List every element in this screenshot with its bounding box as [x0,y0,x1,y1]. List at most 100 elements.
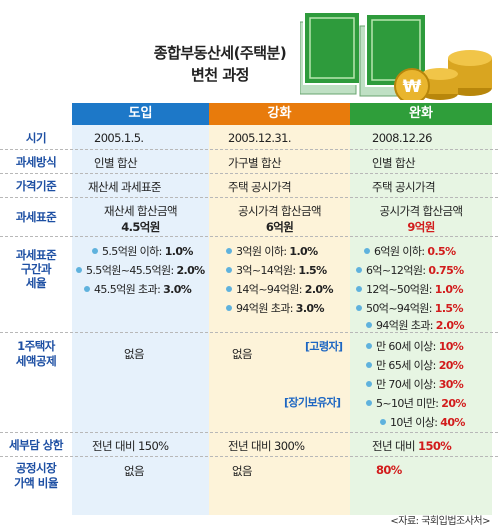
deduction-range: 10년 이상: [390,416,438,429]
deduction-rate: 20% [441,397,466,410]
col3-background [350,103,492,515]
bracket-line: 6억원 이하: 0.5% [364,243,456,259]
bullet-dot-icon [366,381,372,387]
bracket-rate: 0.5% [427,245,456,258]
bullet-dot-icon [380,419,386,425]
row-separator [0,236,498,237]
deduction-rate: 20% [438,359,464,372]
deduction-group-elderly: [고령자] [305,340,343,353]
bracket-rate: 1.0% [289,245,318,258]
bracket-range: 3억원 이하: [236,245,287,258]
ratio-label-line-2: 가액 비율 [14,476,58,490]
bracket-line: 45.5억원 초과: 3.0% [84,281,192,297]
bullet-dot-icon [366,400,372,406]
won-sign-icon: ₩ [403,77,422,97]
deduction-range: 만 60세 이상: [376,340,436,353]
period-strengthen: 2005.12.31. [228,131,292,145]
bracket-rate: 1.0% [164,245,194,258]
bracket-range: 94억원 초과: [376,319,433,332]
standard-relax-basis: 공시가격 합산금액 [379,204,464,218]
brackets-label-line-2: 구간과 [20,262,52,276]
bracket-line: 94억원 초과: 2.0% [366,317,465,333]
bracket-line: 3억원 이하: 1.0% [226,243,318,259]
standard-intro: 재산세 합산금액 4.5억원 [72,203,209,235]
bracket-line: 94억원 초과: 3.0% [226,300,325,316]
row-label-deduction: 1주택자 세액공제 [0,336,72,372]
period-relax: 2008.12.26 [372,131,432,145]
bracket-rate: 1.5% [298,264,327,277]
bracket-range: 50억~94억원: [366,302,432,315]
bracket-rate: 2.0% [176,264,206,277]
bracket-line: 6억~12억원: 0.75% [356,262,464,278]
bullet-dot-icon [226,248,232,254]
bracket-line: 14억~94억원: 2.0% [226,281,334,297]
bracket-rate: 3.0% [295,302,325,315]
column-header-intro: 도입 [72,103,209,125]
col2-background [209,103,350,515]
row-separator [0,456,498,457]
period-intro: 2005.1.5. [94,131,144,145]
bullet-dot-icon [226,305,232,311]
deduction-strengthen: 없음 [232,347,253,361]
row-label-standard: 과세표준 [15,210,57,224]
deduction-label-line-1: 1주택자 [17,339,55,353]
bracket-range: 3억~14억원: [236,264,296,277]
bracket-rate: 0.75% [428,264,464,277]
money-illustration: ₩ [300,11,492,100]
column-header-strengthen: 강화 [209,103,350,125]
bullet-dot-icon [226,286,232,292]
bracket-rate: 3.0% [163,283,192,296]
column-header-relax: 완화 [350,103,492,125]
bracket-range: 6억~12억원: [366,264,426,277]
page-title: 종합부동산세(주택분) 변천 과정 [120,42,320,86]
brackets-label-line-3: 세율 [25,276,47,290]
method-strengthen: 가구별 합산 [228,156,282,170]
title-line-1: 종합부동산세(주택분) [153,44,287,62]
deduction-group-long-term: [장기보유자] [284,396,341,409]
deduction-rate: 10% [438,340,464,353]
bracket-range: 14억~94억원: [236,283,302,296]
title-line-2: 변천 과정 [191,66,249,84]
standard-strengthen-amount: 6억원 [265,220,294,234]
bullet-dot-icon [356,305,362,311]
bracket-rate: 1.0% [434,283,464,296]
standard-relax: 공시가격 합산금액 9억원 [350,203,492,235]
col1-background [72,103,209,515]
bullet-dot-icon [356,267,362,273]
cap-strengthen: 전년 대비 300% [228,439,305,453]
bracket-range: 5.5억원 이하: [102,245,162,258]
standard-strengthen-basis: 공시가격 합산금액 [238,204,322,218]
bullet-dot-icon [366,322,372,328]
ratio-relax: 80% [376,463,402,477]
bracket-rate: 1.5% [434,302,464,315]
price-basis-relax: 주택 공시가격 [372,180,436,194]
ratio-intro: 없음 [124,464,145,478]
price-basis-intro: 재산세 과세표준 [88,180,162,194]
cap-relax-prefix: 전년 대비 [372,439,416,453]
deduction-range: 5~10년 미만: [376,397,439,410]
deduction-line: 만 70세 이상: 30% [366,376,464,392]
bracket-range: 6억원 이하: [374,245,425,258]
deduction-range: 만 70세 이상: [376,378,436,391]
deduction-label-line-2: 세액공제 [15,354,57,368]
ratio-strengthen: 없음 [232,464,253,478]
row-separator [0,197,498,198]
row-separator [0,432,498,433]
price-basis-strengthen: 주택 공시가격 [228,180,292,194]
bullet-dot-icon [84,286,90,292]
deduction-range: 만 65세 이상: [376,359,436,372]
deduction-line: 만 60세 이상: 10% [366,338,464,354]
row-separator [0,332,498,333]
bracket-range: 12억~50억원: [366,283,432,296]
ratio-label-line-1: 공정시장 [15,461,57,475]
bracket-line: 5.5억원~45.5억원: 2.0% [76,262,205,278]
bullet-dot-icon [92,248,98,254]
bracket-range: 5.5억원~45.5억원: [86,264,174,277]
standard-relax-amount: 9억원 [407,220,435,234]
method-intro: 인별 합산 [94,156,138,170]
row-label-price-basis: 가격기준 [15,179,57,193]
coin-stack-icon: ₩ [394,50,492,100]
bracket-line: 3억~14억원: 1.5% [226,262,327,278]
deduction-line: 만 65세 이상: 20% [366,357,464,373]
row-label-period: 시기 [25,131,47,145]
